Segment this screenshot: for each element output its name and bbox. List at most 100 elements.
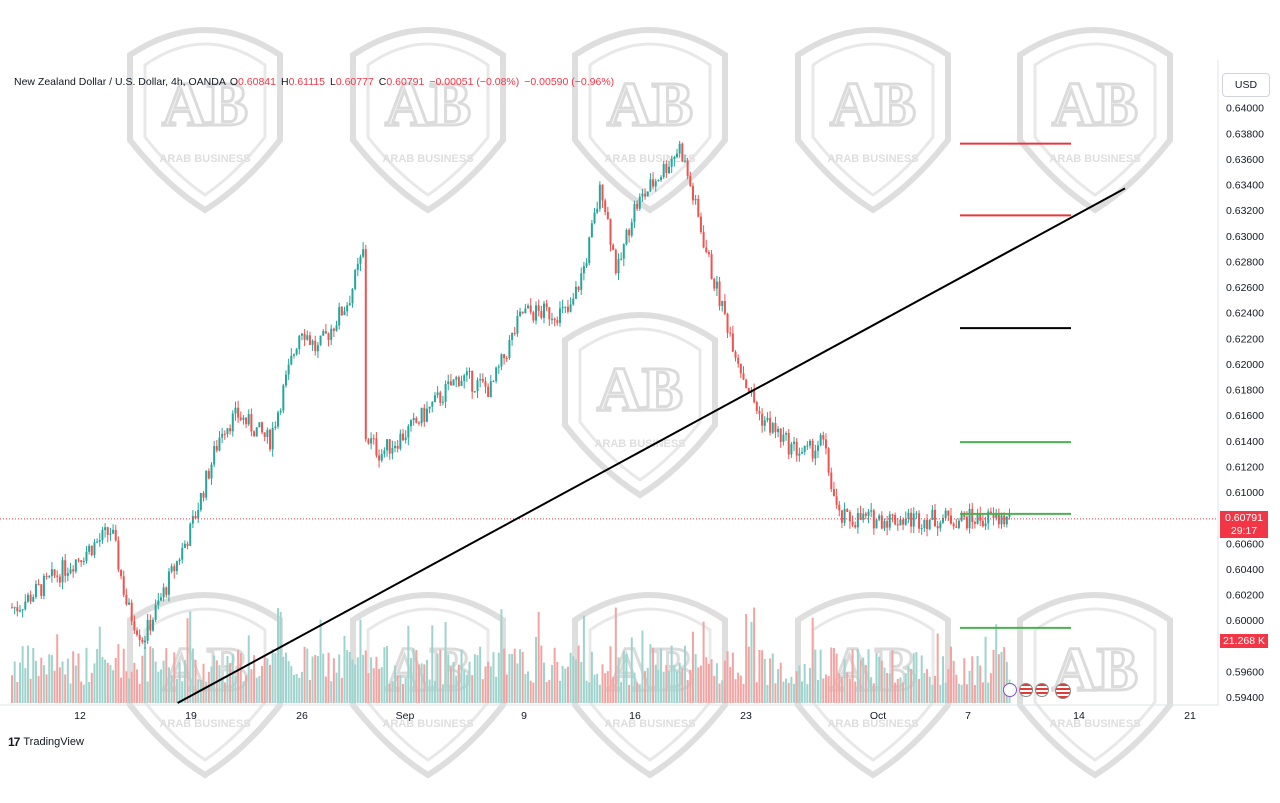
- candle-body: [644, 193, 647, 197]
- volume-bar: [96, 649, 99, 703]
- candle-body: [710, 254, 713, 279]
- candle-body: [58, 576, 61, 583]
- tradingview-brand[interactable]: 17 TradingView: [8, 735, 84, 749]
- candle-body: [668, 166, 671, 174]
- candle-body: [681, 143, 684, 162]
- volume-bar: [170, 675, 173, 703]
- candle-body: [394, 445, 397, 448]
- candle-body: [777, 428, 780, 433]
- volume-bar: [40, 657, 43, 703]
- candle-body: [790, 443, 793, 455]
- candle-body: [96, 541, 99, 543]
- candle-body: [338, 306, 341, 326]
- volume-bar: [596, 673, 599, 703]
- candle-body: [80, 560, 83, 563]
- volume-bar: [465, 674, 468, 703]
- currency-button[interactable]: USD: [1222, 73, 1270, 97]
- lightning-event-icon[interactable]: [1003, 683, 1017, 697]
- candle-body: [207, 470, 210, 479]
- candle-body: [218, 437, 221, 451]
- us-flag-icon[interactable]: [1035, 683, 1049, 697]
- volume-bar: [753, 607, 756, 703]
- candle-body: [165, 587, 168, 595]
- candle-body: [761, 413, 764, 426]
- volume-bar: [963, 658, 966, 703]
- candle-body: [412, 418, 415, 421]
- candle-body: [582, 266, 585, 274]
- candle-body: [64, 560, 67, 576]
- price-tick-label: 0.61000: [1226, 487, 1264, 499]
- candle-body: [931, 509, 934, 520]
- candle-body: [120, 569, 123, 577]
- volume-bar: [420, 663, 423, 703]
- candle-body: [439, 392, 442, 403]
- volume-bar: [484, 666, 487, 703]
- volume-bar: [968, 670, 971, 703]
- volume-bar: [715, 663, 718, 703]
- candle-body: [543, 303, 545, 318]
- candle-body: [183, 543, 186, 548]
- volume-bar: [641, 630, 644, 703]
- volume-bar: [718, 683, 721, 703]
- candle-body: [989, 511, 992, 514]
- volume-bar: [691, 631, 694, 703]
- candle-body: [617, 259, 620, 274]
- time-tick-label: 19: [185, 710, 197, 722]
- candle-body: [266, 429, 269, 437]
- candle-body: [516, 315, 519, 334]
- volume-bar: [183, 660, 186, 703]
- candle-body: [896, 524, 899, 526]
- candle-body: [356, 263, 359, 271]
- volume-bar: [976, 655, 979, 703]
- volume-bar: [979, 665, 982, 703]
- volume-bar: [803, 663, 806, 703]
- volume-bar: [399, 675, 402, 703]
- volume-bar: [162, 660, 165, 703]
- candle-body: [447, 381, 450, 385]
- candle-body: [197, 509, 200, 519]
- candle-body: [178, 559, 181, 562]
- candle-body: [984, 523, 987, 527]
- us-flag-icon[interactable]: [1019, 683, 1033, 697]
- candle-body: [13, 607, 16, 609]
- volume-bar: [694, 654, 697, 703]
- volume-bar: [965, 684, 968, 703]
- volume-bar: [500, 609, 503, 703]
- candle-body: [154, 604, 157, 620]
- volume-bar: [295, 673, 298, 703]
- candle-body: [511, 333, 514, 340]
- price-tick-label: 0.62600: [1226, 282, 1264, 294]
- volume-bar: [117, 644, 120, 703]
- candle-body: [133, 621, 136, 631]
- candle-body: [859, 512, 862, 520]
- candle-body: [492, 381, 495, 383]
- candle-body: [420, 407, 423, 424]
- volume-bar: [665, 664, 668, 703]
- volume-bar: [809, 667, 811, 703]
- volume-bar: [88, 681, 91, 703]
- volume-bar: [527, 671, 530, 703]
- candle-body: [279, 410, 282, 413]
- candle-body: [274, 426, 277, 428]
- volume-bar: [130, 671, 133, 703]
- event-markers-2[interactable]: [1055, 683, 1071, 699]
- us-flag-icon[interactable]: [1055, 683, 1071, 699]
- candle-body: [327, 333, 330, 340]
- time-tick-label: 9: [521, 710, 527, 722]
- volume-bar: [314, 654, 317, 703]
- event-markers[interactable]: [1003, 683, 1049, 697]
- candle-body: [364, 249, 367, 440]
- candle-body: [247, 414, 250, 425]
- volume-bar: [790, 676, 793, 703]
- volume-bar: [721, 680, 724, 703]
- volume-bar: [290, 666, 293, 703]
- volume-bar: [77, 653, 80, 703]
- candle-body: [593, 212, 596, 224]
- candle-body: [785, 433, 788, 435]
- volume-bar: [867, 649, 870, 703]
- candle-body: [809, 440, 811, 446]
- volume-bar: [457, 664, 460, 703]
- volume-bar: [872, 683, 875, 703]
- candle-body: [505, 357, 508, 359]
